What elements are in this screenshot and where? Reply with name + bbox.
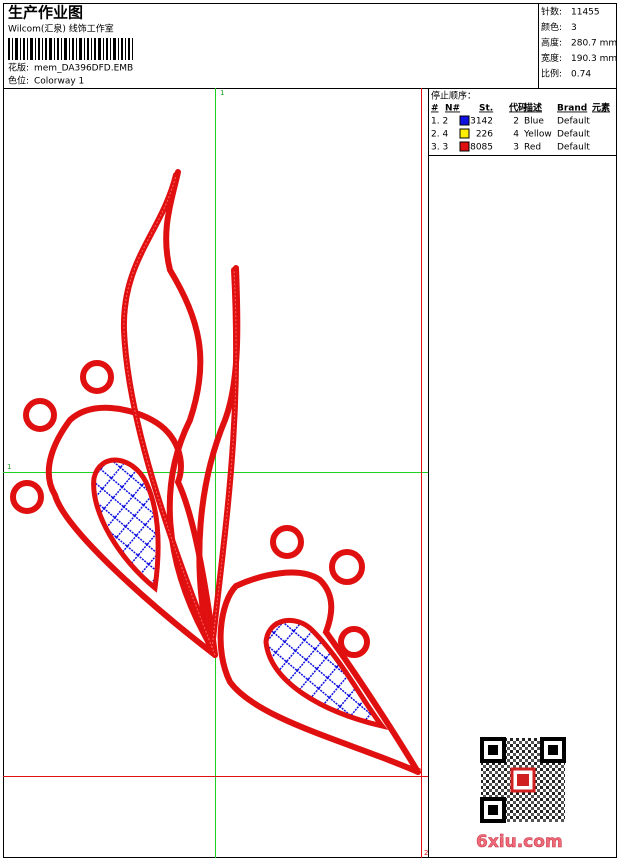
column-header: Brand [557, 104, 587, 114]
column-header: # [431, 104, 439, 114]
column-header: N# [445, 104, 460, 114]
outer-border [3, 3, 617, 858]
stat-value: 0.74 [571, 70, 591, 80]
stat-value: 11455 [571, 8, 600, 18]
row-index: 1. 2 [431, 117, 448, 127]
brand: Default [557, 117, 590, 127]
watermark: 6xiu.com [476, 832, 563, 852]
description: Red [524, 143, 541, 153]
column-header: St. [479, 104, 493, 114]
description: Blue [524, 117, 544, 127]
code: 4 [513, 130, 519, 140]
colorway: Colorway 1 [34, 77, 84, 87]
colorway-label: 色位: [8, 75, 29, 87]
design-label: 花版: [8, 62, 29, 74]
column-header: 描述 [524, 102, 542, 114]
stop-title: 停止顺序： [431, 90, 476, 102]
stat-label: 比例: [541, 68, 562, 80]
code: 2 [513, 117, 519, 127]
embroidery-design [10, 169, 421, 775]
color-swatch [459, 141, 470, 152]
barcode [8, 38, 133, 60]
row-index: 3. 3 [431, 143, 448, 153]
axis-label: 2 [424, 849, 428, 857]
column-header: 元素 [592, 102, 610, 114]
title: 生产作业图 [8, 4, 83, 22]
code: 3 [513, 143, 519, 153]
stat-value: 280.7 mm [571, 39, 617, 49]
company: Wilcom(汇泉) 线饰工作室 [8, 23, 114, 35]
column-header: 代码 [508, 102, 527, 114]
stat-value: 3 [571, 23, 577, 33]
brand: Default [557, 143, 590, 153]
stitches: 3142 [470, 117, 493, 127]
brand: Default [557, 130, 590, 140]
qr-code [480, 737, 566, 823]
color-swatch [459, 115, 470, 126]
stitches: 226 [476, 130, 493, 140]
stat-label: 高度: [541, 37, 562, 49]
stat-label: 颜色: [541, 21, 562, 33]
axis-label: 1 [220, 89, 224, 97]
design-file: mem_DA396DFD.EMB [34, 64, 133, 74]
stats: 针数: 11455 颜色: 3 高度: 280.7 mm 宽度: 190.3 mm 比例: 0.7… [541, 6, 617, 80]
stat-value: 190.3 mm [571, 54, 617, 64]
color-swatch [459, 128, 470, 139]
stat-label: 针数: [541, 6, 562, 18]
axis-label: 1 [7, 463, 11, 471]
stitches: 8085 [470, 143, 493, 153]
row-index: 2. 4 [431, 130, 448, 140]
stat-label: 宽度: [541, 52, 562, 64]
description: Yellow [523, 130, 552, 140]
